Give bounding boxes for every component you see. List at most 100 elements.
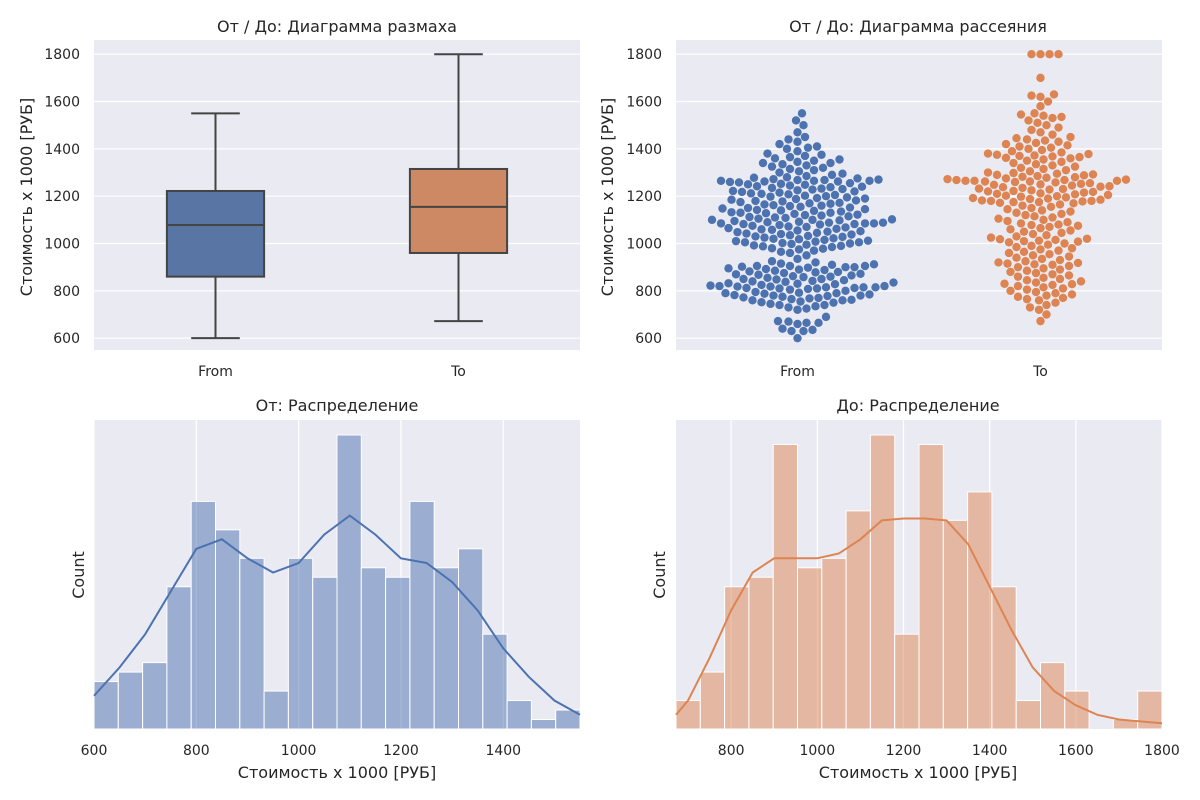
boxplot-title: От / До: Диаграмма размаха [217, 17, 457, 36]
swarm-point [775, 139, 784, 149]
swarm-point [1034, 236, 1044, 245]
hist-from-bars [93, 434, 581, 730]
swarm-point [1031, 160, 1041, 169]
swarm-point [995, 198, 1005, 208]
swarm-point [793, 279, 802, 288]
swarm-point [853, 174, 862, 183]
swarm-point [803, 263, 813, 272]
swarm-point [796, 202, 805, 212]
hist-to-xtick-label: 1800 [1144, 743, 1180, 759]
swarm-point [767, 162, 777, 171]
swarm-point [785, 152, 795, 162]
swarm-point [1042, 310, 1051, 319]
swarm-point [983, 149, 993, 158]
swarm-point [1022, 294, 1032, 304]
swarm-point [1015, 151, 1024, 161]
swarm-point [809, 165, 819, 175]
swarm-point [1048, 270, 1057, 279]
hist-to-panel: До: Распределение Стоимость х 1000 [РУБ]… [650, 396, 1180, 782]
swarm-point [1039, 164, 1048, 174]
swarm-point [1000, 279, 1009, 288]
swarm-point [743, 203, 753, 213]
swarm-point [1057, 157, 1066, 167]
swarm-point [1006, 225, 1015, 234]
swarm-point [1054, 246, 1063, 255]
swarm-point [776, 247, 786, 256]
swarm-point [730, 290, 739, 300]
swarm-point [776, 206, 786, 215]
swarm-point [1019, 236, 1029, 246]
swarm-point [776, 179, 786, 189]
swarm-ylabel: Стоимость х 1000 [РУБ] [598, 98, 617, 296]
swarm-point [752, 261, 762, 271]
hist-from-bar [385, 576, 411, 730]
swarm-point [845, 178, 855, 188]
swarm-point [968, 193, 978, 203]
swarm-point [809, 156, 819, 165]
swarm-point [1070, 190, 1080, 199]
swarm-point [832, 224, 841, 234]
swarm-point [817, 274, 826, 284]
swarm-point [1001, 139, 1011, 149]
hist-from-bar [482, 633, 508, 730]
swarm-point [1060, 175, 1069, 185]
swarm-point [1057, 112, 1066, 122]
swarm-point [715, 281, 724, 291]
boxplot-ytick-label: 1600 [44, 95, 80, 111]
swarm-point [757, 297, 766, 307]
hist-to-bar [991, 586, 1017, 730]
swarm-point [1036, 128, 1045, 137]
swarm-point [854, 238, 864, 247]
swarm-point [737, 262, 747, 271]
swarm-point [1012, 242, 1021, 252]
hist-from-bar [336, 434, 362, 730]
swarm-point [767, 244, 777, 253]
swarm-point [1088, 187, 1098, 197]
swarm-point [1039, 283, 1048, 292]
swarm-point [785, 181, 795, 190]
swarm-point [833, 177, 843, 186]
swarm-point [1018, 183, 1027, 193]
swarm-point [776, 259, 786, 268]
swarm-point [983, 187, 993, 196]
swarm-point [1042, 291, 1051, 300]
swarm-point [817, 211, 826, 220]
swarm-point [1013, 292, 1023, 301]
swarm-point [770, 154, 780, 163]
swarm-point [766, 192, 775, 201]
swarm-point [1031, 138, 1041, 148]
swarm-point [1057, 148, 1066, 157]
swarm-point [1004, 238, 1014, 247]
swarm-point [1021, 210, 1030, 220]
swarm-point [850, 219, 859, 229]
swarm-point [731, 236, 741, 246]
swarm-point [820, 300, 829, 310]
swarm-point [1051, 298, 1060, 307]
swarm-point [1022, 135, 1032, 144]
swarm-point [794, 217, 804, 226]
swarm-point [850, 283, 859, 293]
swarm-point [1067, 181, 1077, 190]
swarm-point [1001, 191, 1011, 200]
swarm-point [1036, 189, 1045, 198]
swarm-point [1036, 102, 1045, 111]
swarm-point [820, 175, 829, 185]
swarm-point [835, 155, 844, 164]
swarm-point [778, 238, 787, 248]
swarm-point [784, 222, 793, 231]
swarm-point [821, 283, 831, 292]
hist-to-title: До: Распределение [836, 396, 999, 415]
swarm-point [784, 317, 793, 326]
swarm-point [760, 289, 769, 298]
swarm-point [818, 163, 828, 172]
swarm-point [1103, 190, 1113, 200]
hist-to-bar [1015, 700, 1042, 730]
swarm-point [802, 318, 811, 327]
swarm-point [751, 232, 760, 241]
swarm-point [1045, 249, 1054, 259]
swarm-point [785, 164, 795, 174]
swarm-point [869, 260, 879, 269]
swarm-point [829, 298, 838, 307]
swarm-point [1028, 229, 1038, 239]
swarm-point [794, 288, 804, 297]
